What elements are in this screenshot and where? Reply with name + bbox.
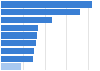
Bar <box>1 56 33 62</box>
Bar <box>1 32 37 39</box>
Bar <box>1 9 80 15</box>
Bar <box>1 17 52 23</box>
Bar <box>1 1 92 8</box>
Bar <box>1 48 34 54</box>
Bar <box>1 63 21 70</box>
Bar <box>1 40 36 46</box>
Bar <box>1 25 38 31</box>
